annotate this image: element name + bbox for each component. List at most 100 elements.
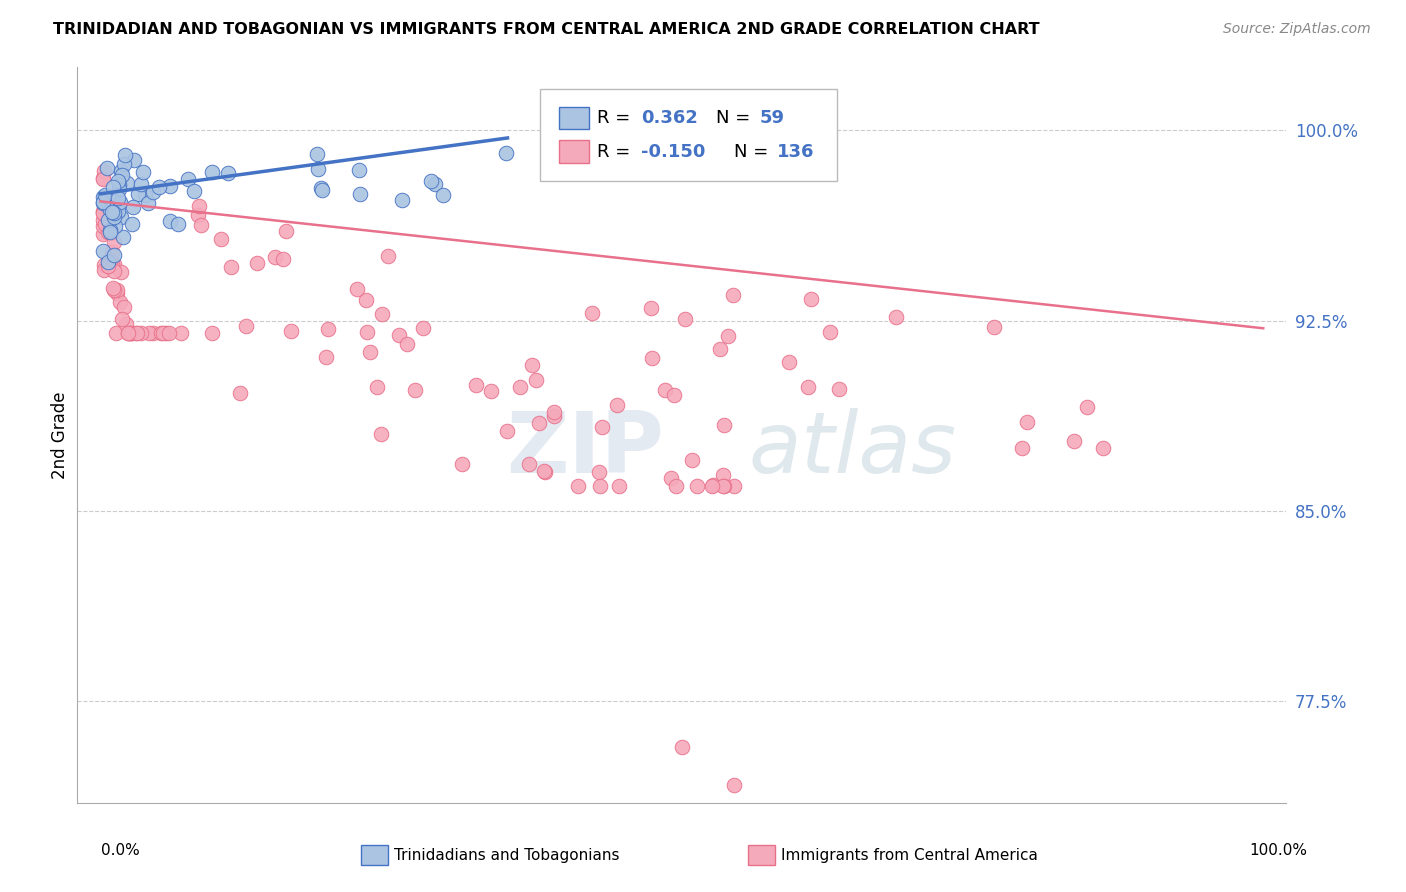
Text: -0.150: -0.150 xyxy=(641,143,706,161)
Point xyxy=(101,281,124,295)
Point xyxy=(527,416,550,430)
Point xyxy=(607,478,630,492)
Point xyxy=(91,205,114,219)
Point xyxy=(91,196,114,211)
Point xyxy=(129,177,152,191)
Point xyxy=(98,259,121,273)
Point xyxy=(142,185,165,199)
Bar xyxy=(558,107,589,129)
Point xyxy=(828,383,851,397)
Point xyxy=(112,230,135,244)
Point xyxy=(122,153,145,167)
Text: ZIP: ZIP xyxy=(506,408,664,491)
Point xyxy=(93,164,115,178)
Point xyxy=(404,383,426,397)
Point xyxy=(114,148,136,162)
Point xyxy=(150,326,173,341)
Point xyxy=(103,235,125,249)
Point xyxy=(412,320,434,334)
Point xyxy=(201,326,224,341)
Point xyxy=(346,282,368,296)
Point xyxy=(280,324,302,338)
Point xyxy=(101,245,124,260)
Point xyxy=(423,177,446,191)
Point xyxy=(588,465,610,479)
Point xyxy=(377,249,399,263)
Point xyxy=(800,292,823,306)
Point xyxy=(713,478,735,492)
Point xyxy=(388,328,411,343)
Point xyxy=(91,219,114,234)
Point xyxy=(91,206,114,220)
Text: 0.0%: 0.0% xyxy=(101,843,141,858)
Point xyxy=(93,258,115,272)
Point xyxy=(479,384,502,398)
Point xyxy=(818,326,841,340)
Point xyxy=(1063,434,1085,449)
Point xyxy=(159,179,181,194)
Point xyxy=(200,165,222,179)
Bar xyxy=(558,140,589,162)
Point xyxy=(640,301,662,316)
Point xyxy=(111,312,134,326)
Point xyxy=(217,166,239,180)
Point xyxy=(235,318,257,333)
Point xyxy=(723,778,745,792)
Point xyxy=(432,187,454,202)
Point xyxy=(1076,400,1098,414)
Point xyxy=(673,312,696,326)
Point xyxy=(97,255,120,269)
Point xyxy=(543,404,565,418)
Point xyxy=(1015,415,1038,429)
Point xyxy=(105,283,128,297)
Point xyxy=(183,185,205,199)
Point xyxy=(702,478,724,492)
Point xyxy=(127,187,149,202)
Point xyxy=(606,398,628,412)
Point xyxy=(120,326,142,341)
Point xyxy=(98,202,121,217)
FancyBboxPatch shape xyxy=(540,89,837,181)
Point xyxy=(495,145,517,160)
Point xyxy=(356,325,378,339)
Point xyxy=(117,326,139,341)
Point xyxy=(509,380,531,394)
Point xyxy=(533,464,555,478)
Point xyxy=(110,210,132,224)
Point xyxy=(117,177,139,191)
Point xyxy=(97,225,120,239)
Point xyxy=(723,478,745,492)
Point xyxy=(567,478,589,492)
Point xyxy=(219,260,242,275)
Y-axis label: 2nd Grade: 2nd Grade xyxy=(51,391,69,479)
Point xyxy=(132,165,155,179)
Text: 0.362: 0.362 xyxy=(641,110,697,128)
Point xyxy=(97,213,120,227)
Point xyxy=(112,157,135,171)
Point xyxy=(711,467,734,482)
Point xyxy=(107,204,129,219)
Point xyxy=(778,354,800,368)
Point xyxy=(111,169,134,183)
Point xyxy=(315,351,337,365)
Text: 100.0%: 100.0% xyxy=(1250,843,1308,858)
Point xyxy=(709,342,731,356)
Point xyxy=(524,373,547,387)
Point xyxy=(148,180,170,194)
Point xyxy=(129,326,152,341)
Point xyxy=(581,305,603,319)
Point xyxy=(589,478,612,492)
Text: Trinidadians and Tobagonians: Trinidadians and Tobagonians xyxy=(394,848,620,863)
Point xyxy=(108,295,131,310)
Point xyxy=(654,383,676,397)
Point xyxy=(309,180,332,194)
Point xyxy=(125,326,148,341)
Point xyxy=(665,478,688,492)
Point xyxy=(100,205,122,219)
Point xyxy=(517,457,540,471)
Point xyxy=(91,170,114,185)
Point xyxy=(276,224,298,238)
Point xyxy=(117,326,139,341)
Point xyxy=(96,219,118,234)
Point xyxy=(686,478,709,492)
